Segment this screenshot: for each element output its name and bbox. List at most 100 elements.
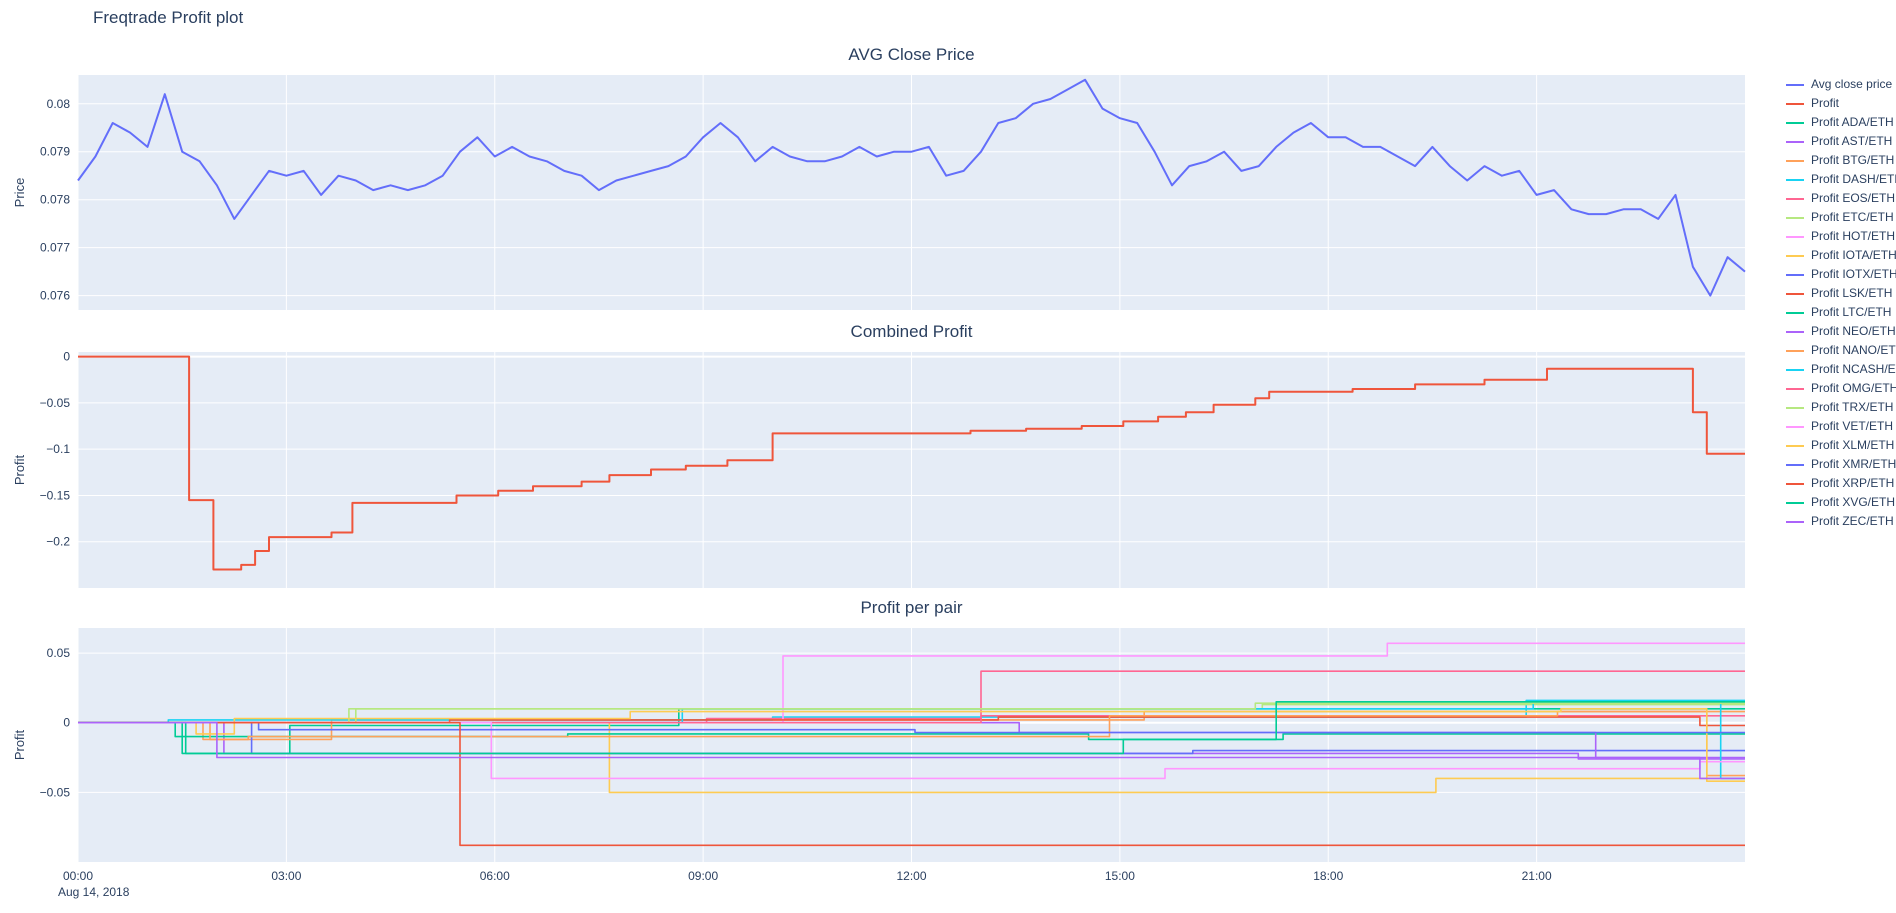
legend-label: Profit LSK/ETH — [1811, 286, 1893, 300]
legend-label: Profit LTC/ETH — [1811, 305, 1892, 319]
legend-swatch — [1786, 121, 1804, 124]
y-tick-label: −0.05 — [40, 785, 71, 799]
legend-item-profit-xlm-eth[interactable]: Profit XLM/ETH — [1786, 439, 1896, 452]
legend-item-profit-eos-eth[interactable]: Profit EOS/ETH — [1786, 192, 1896, 205]
legend-item-profit[interactable]: Profit — [1786, 97, 1896, 110]
legend-item-profit-iotx-eth[interactable]: Profit IOTX/ETH — [1786, 268, 1896, 281]
series-profit-nano-eth — [78, 710, 1745, 741]
y-tick-label: 0.05 — [47, 646, 71, 660]
series-avg-close-price — [77, 78, 1746, 297]
legend-item-profit-omg-eth[interactable]: Profit OMG/ETH — [1786, 382, 1896, 395]
legend-item-profit-nano-eth[interactable]: Profit NANO/ETH — [1786, 344, 1896, 357]
legend-item-avg-close-price[interactable]: Avg close price — [1786, 78, 1896, 91]
series-profit-omg-eth — [78, 670, 1745, 724]
legend-label: Profit HOT/ETH — [1811, 229, 1896, 243]
legend-label: Profit VET/ETH — [1811, 419, 1894, 433]
legend-label: Profit DASH/ETH — [1811, 172, 1896, 186]
series-profit-zec-eth — [78, 721, 1745, 780]
legend-swatch — [1786, 520, 1804, 523]
legend-item-profit-zec-eth[interactable]: Profit ZEC/ETH — [1786, 515, 1896, 528]
chart-title-profit-per-pair: Profit per pair — [860, 598, 962, 617]
y-axis-title: Price — [12, 178, 27, 208]
legend-item-profit-etc-eth[interactable]: Profit ETC/ETH — [1786, 211, 1896, 224]
legend-item-profit-neo-eth[interactable]: Profit NEO/ETH — [1786, 325, 1896, 338]
legend-label: Profit XVG/ETH — [1811, 495, 1896, 509]
legend-label: Profit — [1811, 96, 1840, 110]
legend-item-profit-ltc-eth[interactable]: Profit LTC/ETH — [1786, 306, 1896, 319]
legend-item-profit-vet-eth[interactable]: Profit VET/ETH — [1786, 420, 1896, 433]
legend-swatch — [1786, 330, 1804, 333]
y-tick-label: 0.076 — [40, 289, 70, 303]
legend-item-profit-xrp-eth[interactable]: Profit XRP/ETH — [1786, 477, 1896, 490]
legend-item-profit-ncash-eth[interactable]: Profit NCASH/ETH — [1786, 363, 1896, 376]
legend-swatch — [1786, 197, 1804, 200]
chart-title-avg-close-price: AVG Close Price — [848, 45, 974, 64]
legend-swatch — [1786, 273, 1804, 276]
legend-swatch — [1786, 482, 1804, 485]
legend-label: Profit ETC/ETH — [1811, 210, 1894, 224]
page-title: Freqtrade Profit plot — [93, 8, 244, 27]
legend-item-profit-dash-eth[interactable]: Profit DASH/ETH — [1786, 173, 1896, 186]
y-tick-label: 0 — [63, 350, 70, 364]
legend-label: Profit NEO/ETH — [1811, 324, 1896, 338]
x-tick-label: 00:00 — [63, 869, 93, 883]
legend-swatch — [1786, 102, 1804, 105]
y-tick-label: −0.15 — [40, 488, 71, 502]
y-tick-label: −0.2 — [46, 535, 70, 549]
y-tick-label: 0.077 — [40, 241, 70, 255]
legend-label: Profit TRX/ETH — [1811, 400, 1894, 414]
legend-swatch — [1786, 292, 1804, 295]
legend-item-profit-trx-eth[interactable]: Profit TRX/ETH — [1786, 401, 1896, 414]
legend-swatch — [1786, 444, 1804, 447]
legend-item-profit-ada-eth[interactable]: Profit ADA/ETH — [1786, 116, 1896, 129]
legend-item-profit-xmr-eth[interactable]: Profit XMR/ETH — [1786, 458, 1896, 471]
legend-swatch — [1786, 159, 1804, 162]
legend-label: Profit XLM/ETH — [1811, 438, 1895, 452]
legend-label: Profit ZEC/ETH — [1811, 514, 1894, 528]
series-profit-xlm-eth — [78, 708, 1745, 782]
legend-swatch — [1786, 311, 1804, 314]
legend-label: Profit OMG/ETH — [1811, 381, 1896, 395]
x-axis-date-annotation: Aug 14, 2018 — [58, 885, 130, 899]
legend-swatch — [1786, 235, 1804, 238]
legend-swatch — [1786, 83, 1804, 86]
legend-item-profit-hot-eth[interactable]: Profit HOT/ETH — [1786, 230, 1896, 243]
legend-item-profit-iota-eth[interactable]: Profit IOTA/ETH — [1786, 249, 1896, 262]
legend-label: Profit EOS/ETH — [1811, 191, 1896, 205]
y-axis-title: Profit — [12, 729, 27, 760]
chart-title-combined-profit: Combined Profit — [851, 322, 973, 341]
legend-item-profit-xvg-eth[interactable]: Profit XVG/ETH — [1786, 496, 1896, 509]
legend-label: Profit IOTX/ETH — [1811, 267, 1896, 281]
series-profit-xvg-eth — [78, 701, 1745, 755]
series-profit-ncash-eth — [78, 701, 1745, 780]
legend-swatch — [1786, 501, 1804, 504]
legend-label: Profit BTG/ETH — [1811, 153, 1895, 167]
legend-item-profit-lsk-eth[interactable]: Profit LSK/ETH — [1786, 287, 1896, 300]
y-axis-title: Profit — [12, 454, 27, 485]
legend-label: Profit NCASH/ETH — [1811, 362, 1896, 376]
y-tick-label: 0.078 — [40, 193, 70, 207]
legend-label: Profit ADA/ETH — [1811, 115, 1894, 129]
legend-swatch — [1786, 178, 1804, 181]
legend-swatch — [1786, 349, 1804, 352]
y-tick-label: −0.05 — [40, 396, 71, 410]
legend-label: Avg close price — [1811, 77, 1893, 91]
legend-swatch — [1786, 406, 1804, 409]
y-tick-label: 0 — [63, 716, 70, 730]
legend-label: Profit NANO/ETH — [1811, 343, 1896, 357]
legend-swatch — [1786, 368, 1804, 371]
legend-label: Profit IOTA/ETH — [1811, 248, 1896, 262]
x-tick-label: 15:00 — [1105, 869, 1135, 883]
legend-swatch — [1786, 254, 1804, 257]
x-tick-label: 21:00 — [1522, 869, 1552, 883]
legend-label: Profit XRP/ETH — [1811, 476, 1895, 490]
legend-swatch — [1786, 140, 1804, 143]
legend-swatch — [1786, 216, 1804, 219]
series-profit-xrp-eth — [78, 721, 1745, 847]
legend-item-profit-btg-eth[interactable]: Profit BTG/ETH — [1786, 154, 1896, 167]
legend-label: Profit XMR/ETH — [1811, 457, 1896, 471]
legend-swatch — [1786, 387, 1804, 390]
series-profit-ltc-eth — [78, 721, 1745, 741]
legend: Avg close price Profit Profit ADA/ETH Profi… — [1786, 78, 1896, 528]
legend-item-profit-ast-eth[interactable]: Profit AST/ETH — [1786, 135, 1896, 148]
